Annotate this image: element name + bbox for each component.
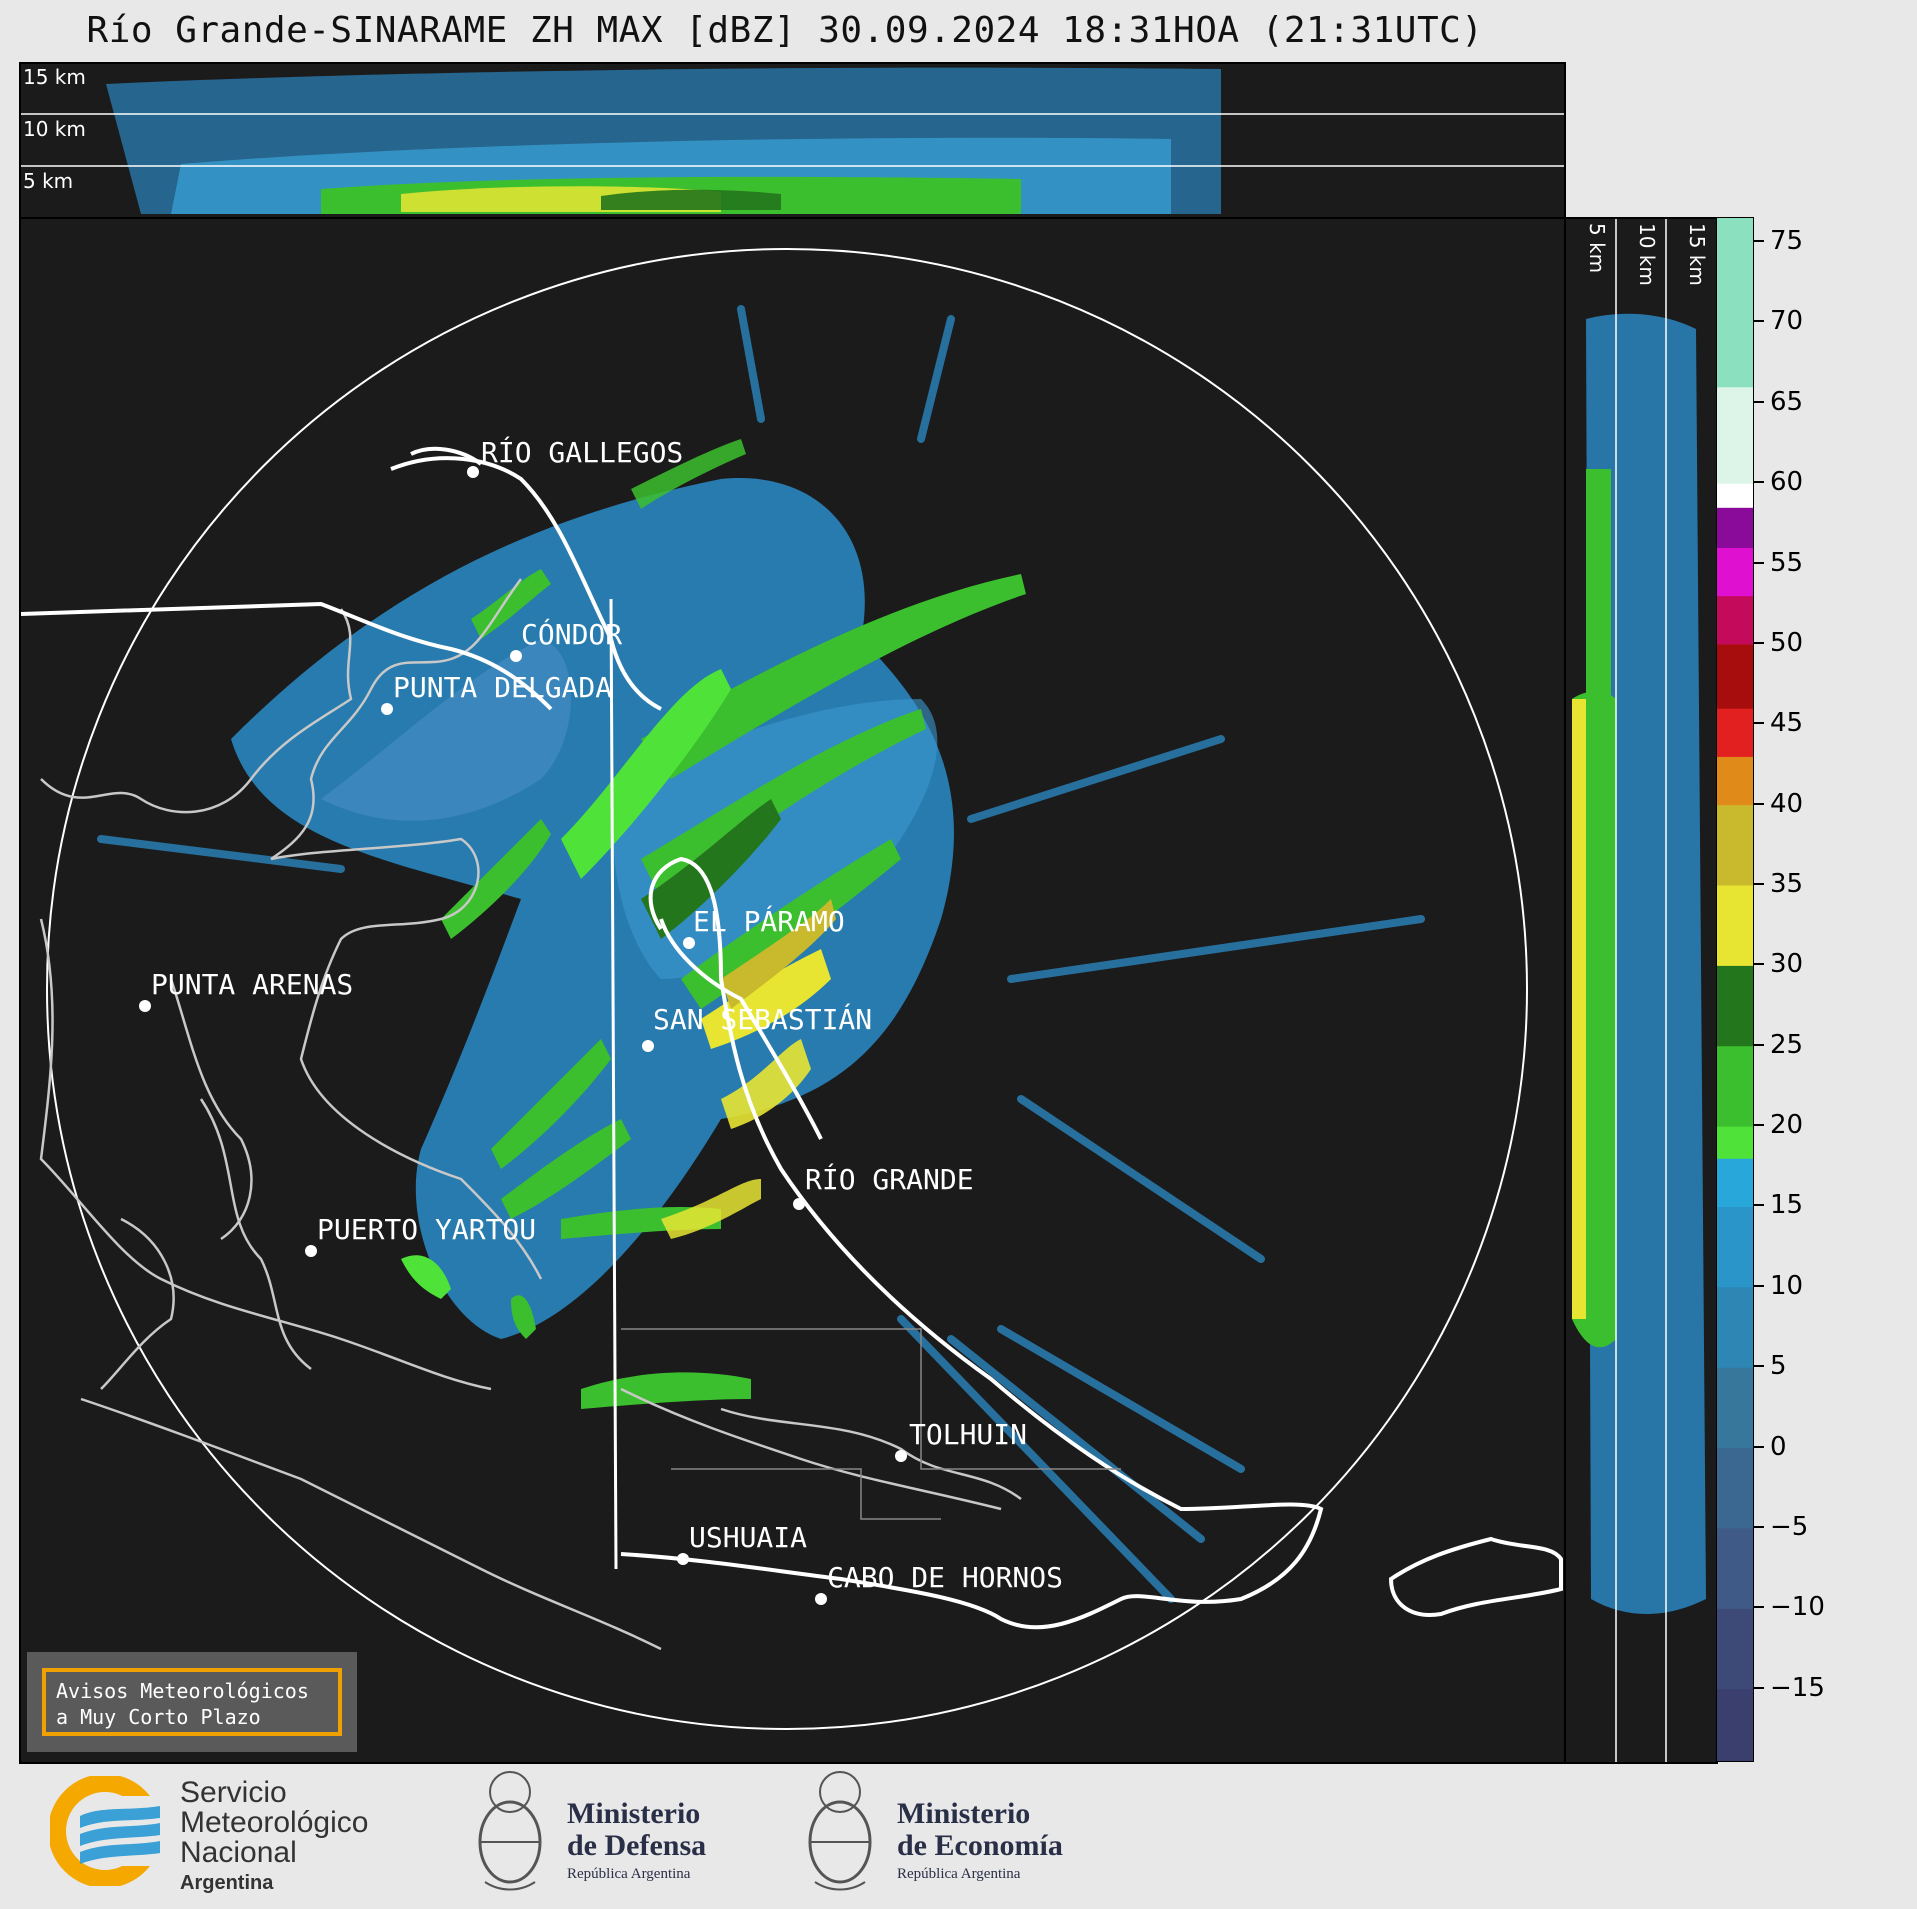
alert-box: Avisos Meteorológicos a Muy Corto Plazo (27, 1652, 357, 1752)
city-label-puerto-yartou: PUERTO YARTOU (317, 1213, 536, 1246)
colorbar-segment (1717, 386, 1753, 484)
radar-map-panel: RÍO GALLEGOS CÓNDOR PUNTA DELGADA PUNTA … (19, 217, 1566, 1764)
colorbar-tick-label: 5 (1770, 1351, 1787, 1382)
colorbar-segment (1717, 547, 1753, 597)
alert-line-1: Avisos Meteorológicos (56, 1679, 309, 1703)
colorbar-tick-label: 15 (1770, 1190, 1804, 1221)
colorbar-tick (1754, 240, 1764, 243)
colorbar-tick-label: 70 (1770, 306, 1804, 337)
colorbar-segment (1717, 1158, 1753, 1207)
colorbar-tick-label: 45 (1770, 708, 1804, 739)
colorbar-tick-label: 0 (1770, 1431, 1787, 1462)
city-label-el-paramo: EL PÁRAMO (693, 904, 845, 938)
islands-outline (1388, 1536, 1563, 1617)
colorbar-tick (1754, 1606, 1764, 1609)
colorbar-tick-label: −15 (1770, 1672, 1825, 1703)
colorbar-segment (1717, 218, 1753, 388)
side-altitude-label-5: 5 km (1585, 223, 1609, 273)
colorbar-segment (1717, 965, 1753, 1047)
side-altitude-label-15: 15 km (1685, 223, 1709, 286)
map-title: Río Grande-SINARAME ZH MAX [dBZ] 30.09.2… (86, 10, 1484, 51)
coat-of-arms-icon (478, 1771, 542, 1891)
alert-line-2: a Muy Corto Plazo (56, 1705, 261, 1729)
colorbar-tick (1754, 722, 1764, 725)
colorbar-tick (1754, 1365, 1764, 1368)
colorbar-segment (1717, 1527, 1753, 1609)
radar-range-ring (46, 248, 1528, 1730)
colorbar-tick-label: −10 (1770, 1592, 1825, 1623)
colorbar-segment (1717, 1447, 1753, 1529)
colorbar-tick (1754, 1445, 1764, 1448)
colorbar-segment (1717, 1045, 1753, 1127)
city-label-condor: CÓNDOR (521, 617, 622, 651)
colorbar-tick-label: 20 (1770, 1110, 1804, 1141)
city-label-rio-grande: RÍO GRANDE (805, 1162, 974, 1196)
colorbar-tick-label: −5 (1770, 1511, 1809, 1542)
side-cross-section-panel: 5 km 10 km 15 km (1564, 217, 1718, 1764)
top-altitude-label-5: 5 km (23, 169, 73, 193)
colorbar-segment (1717, 507, 1753, 548)
colorbar-tick (1754, 963, 1764, 966)
colorbar-tick-label: 65 (1770, 386, 1804, 417)
smn-logo-text: Servicio Meteorológico Nacional Argentin… (180, 1776, 369, 1895)
colorbar-segment (1717, 483, 1753, 508)
colorbar-tick (1754, 320, 1764, 323)
colorbar-tick (1754, 561, 1764, 564)
colorbar-tick (1754, 1284, 1764, 1287)
colorbar-segment (1717, 1286, 1753, 1368)
colorbar-tick (1754, 1204, 1764, 1207)
colorbar-tick (1754, 641, 1764, 644)
colorbar-tick-label: 10 (1770, 1270, 1804, 1301)
top-altitude-label-15: 15 km (23, 65, 86, 89)
colorbar-tick (1754, 802, 1764, 805)
city-label-tolhuin: TOLHUIN (909, 1418, 1027, 1451)
colorbar-tick-label: 30 (1770, 949, 1804, 980)
city-markers: RÍO GALLEGOS CÓNDOR PUNTA DELGADA PUNTA … (139, 435, 1063, 1605)
coastline (39, 578, 1022, 1651)
side-altitude-label-10: 10 km (1635, 223, 1659, 286)
colorbar-tick-label: 55 (1770, 547, 1804, 578)
colorbar-segment (1717, 595, 1753, 645)
colorbar-tick-label: 75 (1770, 226, 1804, 257)
smn-logo-icon (50, 1776, 170, 1886)
colorbar-tick-label: 40 (1770, 788, 1804, 819)
colorbar-segment (1717, 756, 1753, 806)
ministerio-defensa-text: Ministerio de Defensa República Argentin… (567, 1797, 707, 1883)
city-label-punta-delgada: PUNTA DELGADA (393, 671, 612, 704)
colorbar-tick (1754, 1525, 1764, 1528)
colorbar-tick (1754, 883, 1764, 886)
city-label-san-sebastian: SAN SEBASTIÁN (653, 1002, 872, 1036)
colorbar-tick-label: 50 (1770, 627, 1804, 658)
radar-echo-field (97, 305, 1425, 1603)
colorbar-tick (1754, 1043, 1764, 1046)
colorbar-tick (1754, 481, 1764, 484)
colorbar-tick-label: 25 (1770, 1029, 1804, 1060)
colorbar-segment (1717, 804, 1753, 886)
colorbar-segment (1717, 885, 1753, 966)
city-label-rio-gallegos: RÍO GALLEGOS (481, 435, 683, 469)
colorbar-segment (1717, 1367, 1753, 1449)
boundary-lines (21, 446, 1324, 1630)
coat-of-arms-icon (808, 1771, 872, 1891)
colorbar-tick-label: 60 (1770, 467, 1804, 498)
city-label-punta-arenas: PUNTA ARENAS (151, 968, 353, 1001)
colorbar-segment (1717, 643, 1753, 709)
colorbar-tick (1754, 400, 1764, 403)
colorbar-tick-label: 35 (1770, 869, 1804, 900)
colorbar-segment (1717, 708, 1753, 757)
top-cross-section-panel: 15 km 10 km 5 km (19, 62, 1566, 219)
colorbar-segment (1717, 1126, 1753, 1159)
top-altitude-label-10: 10 km (23, 117, 86, 141)
ministerio-economia-text: Ministerio de Economía República Argenti… (897, 1797, 1063, 1883)
colorbar-tick (1754, 1124, 1764, 1127)
dbz-colorbar (1716, 217, 1754, 1762)
city-label-cabo-de-hornos: CABO DE HORNOS (827, 1561, 1063, 1594)
colorbar-segment (1717, 1688, 1753, 1761)
colorbar-segment (1717, 1608, 1753, 1690)
colorbar-tick (1754, 1686, 1764, 1689)
city-label-ushuaia: USHUAIA (689, 1521, 807, 1554)
colorbar-segment (1717, 1206, 1753, 1288)
